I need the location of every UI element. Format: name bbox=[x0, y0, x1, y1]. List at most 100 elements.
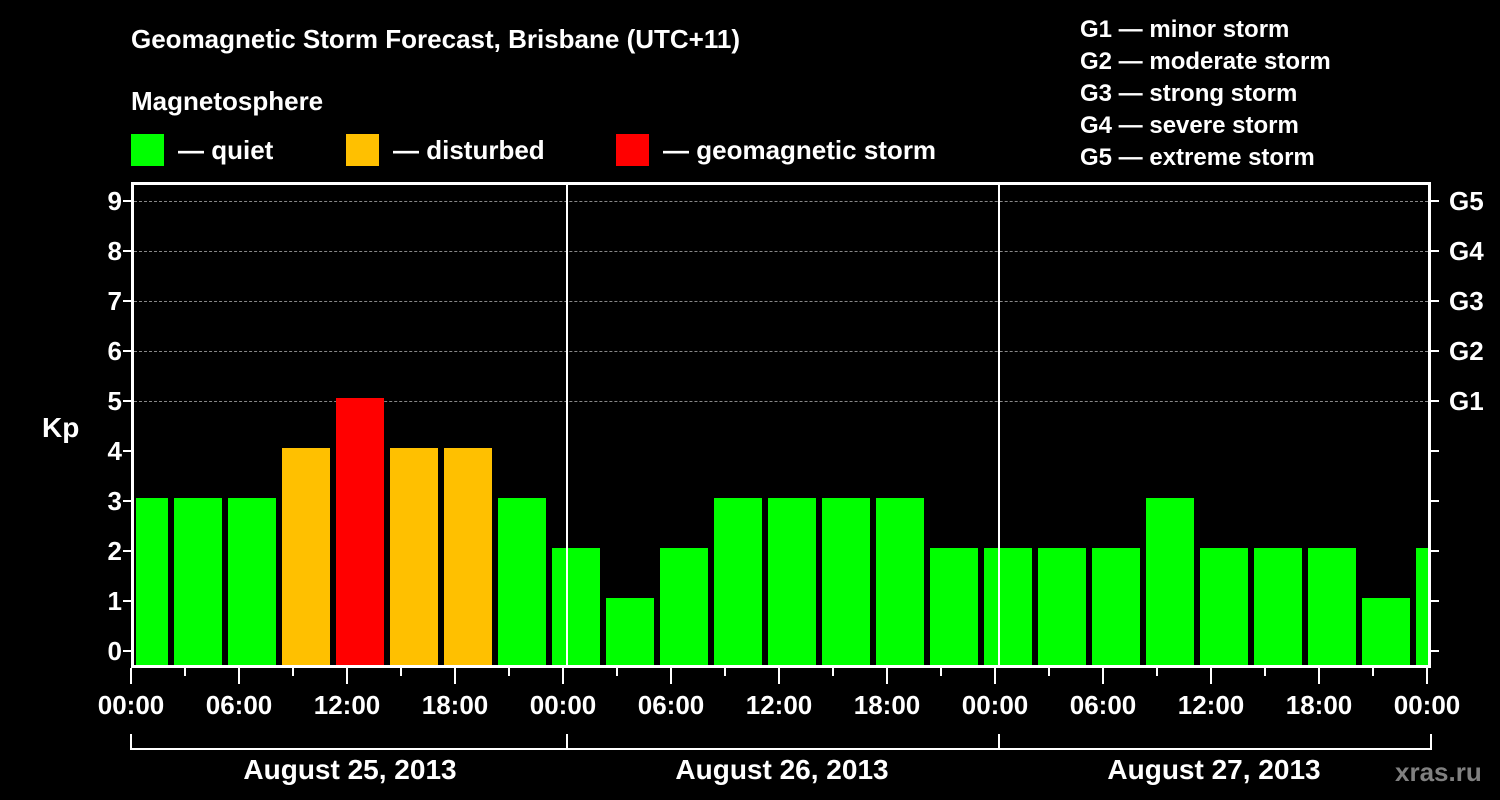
x-tick-label: 12:00 bbox=[313, 690, 381, 720]
y-tick-label: 0 bbox=[107, 636, 122, 666]
date-bracket-tick bbox=[566, 734, 568, 750]
legend-storm: — geomagnetic storm bbox=[616, 134, 936, 166]
y-tick-label: 4 bbox=[107, 436, 122, 466]
y-tick-mark bbox=[123, 300, 131, 302]
x-tick-label: 00:00 bbox=[97, 690, 165, 720]
x-tick-mark bbox=[238, 668, 240, 684]
g-level-label: G5 bbox=[1449, 186, 1484, 216]
kp-bar bbox=[552, 548, 600, 665]
x-tick-label: 18:00 bbox=[853, 690, 921, 720]
kp-bar bbox=[768, 498, 816, 665]
legend-quiet: — quiet bbox=[131, 134, 273, 166]
y-tick-label: 1 bbox=[107, 586, 122, 616]
x-tick-mark bbox=[1048, 668, 1050, 676]
legend-disturbed: — disturbed bbox=[346, 134, 545, 166]
gridline bbox=[134, 351, 1428, 352]
g-scale-item: G4 — severe storm bbox=[1080, 112, 1299, 139]
date-label: August 27, 2013 bbox=[1107, 754, 1321, 785]
x-tick-mark bbox=[724, 668, 726, 676]
legend-label: — geomagnetic storm bbox=[663, 134, 937, 165]
x-tick-mark bbox=[616, 668, 618, 676]
x-tick-mark bbox=[886, 668, 888, 684]
g-level-label: G3 bbox=[1449, 286, 1484, 316]
x-tick-mark bbox=[1372, 668, 1374, 676]
kp-bar bbox=[174, 498, 222, 665]
legend-swatch-disturbed bbox=[346, 134, 379, 166]
watermark: xras.ru bbox=[1395, 757, 1482, 787]
right-tick-mark bbox=[1431, 500, 1439, 502]
y-tick-label: 2 bbox=[107, 536, 122, 566]
g-scale-item: G3 — strong storm bbox=[1080, 80, 1298, 107]
gridline bbox=[134, 301, 1428, 302]
right-tick-mark bbox=[1431, 600, 1439, 602]
y-tick-mark bbox=[123, 350, 131, 352]
kp-bar bbox=[822, 498, 870, 665]
gridline bbox=[134, 401, 1428, 402]
date-bracket-tick bbox=[1430, 734, 1432, 750]
x-tick-label: 06:00 bbox=[1069, 690, 1137, 720]
legend-label: — quiet bbox=[178, 134, 274, 165]
right-tick-mark bbox=[1431, 650, 1439, 652]
x-tick-mark bbox=[562, 668, 564, 684]
day-divider bbox=[998, 185, 1000, 665]
x-tick-label: 06:00 bbox=[637, 690, 705, 720]
kp-bar bbox=[660, 548, 708, 665]
chart-title: Geomagnetic Storm Forecast, Brisbane (UT… bbox=[131, 24, 741, 54]
right-tick-mark bbox=[1431, 550, 1439, 552]
kp-bar bbox=[498, 498, 546, 665]
date-label: August 26, 2013 bbox=[675, 754, 889, 785]
x-tick-mark bbox=[346, 668, 348, 684]
x-tick-mark bbox=[130, 668, 132, 684]
x-tick-mark bbox=[940, 668, 942, 676]
kp-bar bbox=[1362, 598, 1410, 665]
g-scale-legend: G1 — minor storm G2 — moderate storm G3 … bbox=[1080, 14, 1331, 174]
y-axis-label: Kp bbox=[42, 412, 80, 443]
x-tick-mark bbox=[1102, 668, 1104, 684]
y-tick-mark bbox=[123, 200, 131, 202]
x-tick-mark bbox=[292, 668, 294, 676]
x-tick-mark bbox=[1264, 668, 1266, 676]
x-tick-mark bbox=[778, 668, 780, 684]
kp-bar bbox=[606, 598, 654, 665]
right-tick-mark bbox=[1431, 300, 1439, 302]
g-scale-item: G5 — extreme storm bbox=[1080, 144, 1315, 171]
y-tick-mark bbox=[123, 600, 131, 602]
legend-swatch-storm bbox=[616, 134, 649, 166]
x-tick-mark bbox=[508, 668, 510, 676]
chart-subtitle: Magnetosphere bbox=[131, 86, 324, 116]
x-tick-mark bbox=[454, 668, 456, 684]
x-tick-mark bbox=[1156, 668, 1158, 676]
x-tick-label: 18:00 bbox=[1285, 690, 1353, 720]
g-level-label: G4 bbox=[1449, 236, 1484, 266]
g-scale-item: G1 — minor storm bbox=[1080, 16, 1290, 43]
right-tick-mark bbox=[1431, 450, 1439, 452]
x-tick-label: 18:00 bbox=[421, 690, 489, 720]
kp-bar bbox=[444, 448, 492, 665]
x-tick-label: 12:00 bbox=[1177, 690, 1245, 720]
y-tick-label: 6 bbox=[107, 336, 122, 366]
y-tick-label: 7 bbox=[107, 286, 122, 316]
kp-bar bbox=[1038, 548, 1086, 665]
y-tick-mark bbox=[123, 550, 131, 552]
date-bracket bbox=[131, 748, 1431, 750]
kp-bar bbox=[984, 548, 1032, 665]
y-tick-mark bbox=[123, 400, 131, 402]
y-tick-mark bbox=[123, 500, 131, 502]
gridline bbox=[134, 251, 1428, 252]
x-tick-mark bbox=[400, 668, 402, 676]
x-tick-mark bbox=[670, 668, 672, 684]
kp-bar bbox=[930, 548, 978, 665]
kp-bar bbox=[136, 498, 168, 665]
y-tick-label: 3 bbox=[107, 486, 122, 516]
x-tick-mark bbox=[184, 668, 186, 676]
day-divider bbox=[566, 185, 568, 665]
y-tick-mark bbox=[123, 450, 131, 452]
date-bracket-tick bbox=[130, 734, 132, 750]
y-tick-mark bbox=[123, 650, 131, 652]
y-tick-label: 8 bbox=[107, 236, 122, 266]
kp-bar bbox=[228, 498, 276, 665]
x-tick-label: 00:00 bbox=[1393, 690, 1461, 720]
g-level-label: G1 bbox=[1449, 386, 1484, 416]
kp-bar bbox=[1416, 548, 1428, 665]
right-tick-mark bbox=[1431, 400, 1439, 402]
